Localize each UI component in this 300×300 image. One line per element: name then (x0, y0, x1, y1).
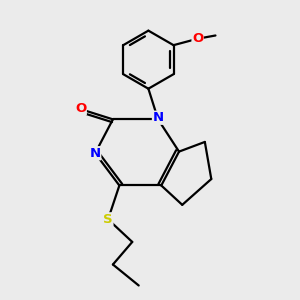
Text: O: O (75, 102, 86, 115)
Text: N: N (152, 111, 164, 124)
Text: O: O (192, 32, 203, 45)
Text: N: N (90, 147, 101, 160)
Text: S: S (103, 213, 113, 226)
